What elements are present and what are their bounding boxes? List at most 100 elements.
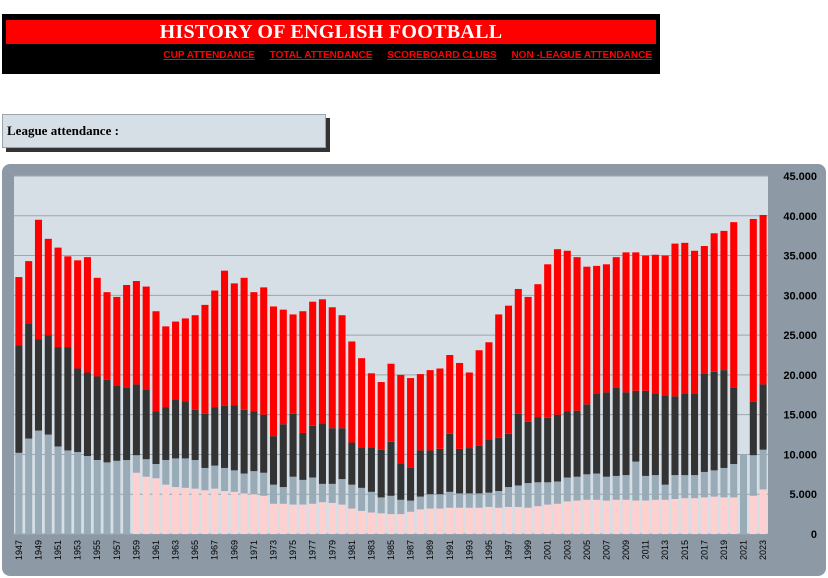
bar-base-2010 — [632, 500, 640, 534]
bar-low-2012 — [651, 475, 659, 500]
bar-mid-1960 — [142, 390, 150, 460]
bar-low-1968 — [221, 467, 229, 492]
x-tick-label: 1951 — [53, 540, 63, 560]
bar-base-1961 — [152, 478, 160, 534]
bar-base-1980 — [338, 504, 346, 534]
bar-top-1972 — [260, 287, 268, 415]
bar-top-2016 — [691, 250, 699, 394]
bar-base-2003 — [563, 501, 571, 534]
bar-low-1993 — [465, 493, 473, 508]
bar-top-1996 — [495, 314, 503, 438]
bar-low-2021 — [739, 454, 748, 534]
bar-top-1968 — [221, 270, 229, 406]
bar-low-1957 — [113, 460, 121, 534]
bar-low-1961 — [152, 463, 160, 479]
bar-top-1999 — [524, 296, 532, 422]
bar-top-1987 — [407, 378, 415, 468]
bar-top-2017 — [700, 246, 708, 374]
bar-base-2008 — [612, 499, 620, 534]
bar-base-2001 — [544, 504, 552, 534]
bar-mid-1997 — [504, 433, 513, 488]
bar-low-2009 — [622, 475, 630, 500]
nav-link-total-attendance[interactable]: TOTAL ATTENDANCE — [269, 50, 373, 61]
chart-frame: 45.000 40.000 35.000 30.000 25.000 20.000 15.0… — [2, 164, 826, 576]
bar-base-2020 — [730, 497, 738, 534]
bar-base-1979 — [328, 502, 336, 534]
bar-low-1997 — [504, 487, 513, 507]
y-axis-ticks: 45.000 40.000 35.000 30.000 25.000 20.000 15.0… — [783, 171, 817, 541]
bar-top-2015 — [681, 242, 689, 394]
bar-mid-1954 — [83, 372, 91, 457]
bar-base-1996 — [495, 507, 503, 534]
bar-low-1975 — [289, 476, 297, 505]
x-tick-label: 1993 — [464, 540, 474, 560]
bar-low-1963 — [172, 458, 180, 488]
x-tick-label: 1995 — [484, 540, 494, 560]
bar-mid-1959 — [132, 384, 140, 456]
nav-link-non-league-attendance[interactable]: NON -LEAGUE ATTENDANCE — [511, 50, 652, 61]
x-tick-label: 1957 — [112, 540, 122, 560]
bar-top-1969 — [230, 283, 238, 406]
bar-mid-1999 — [524, 421, 532, 484]
bar-low-1953 — [74, 452, 82, 534]
bar-mid-1982 — [358, 447, 366, 488]
bar-top-2002 — [553, 249, 561, 415]
nav-link-scoreboard-clubs[interactable]: SCOREBOARD CLUBS — [387, 50, 497, 61]
bar-top-1988 — [416, 374, 424, 451]
bar-low-1999 — [524, 483, 532, 508]
bar-top-2006 — [593, 265, 601, 394]
bar-low-1967 — [211, 465, 219, 489]
bar-mid-1973 — [269, 436, 278, 485]
bar-low-1960 — [142, 459, 150, 477]
bar-top-1964 — [181, 318, 189, 402]
x-tick-label: 1959 — [131, 540, 141, 560]
bar-base-2011 — [642, 500, 650, 534]
bar-top-1967 — [211, 290, 219, 408]
nav-link-cup-attendance[interactable]: CUP ATTENDANCE — [163, 50, 255, 61]
bars — [15, 214, 767, 534]
bar-base-1975 — [289, 504, 297, 534]
bar-top-2020 — [730, 222, 738, 388]
x-tick-label: 1975 — [288, 540, 298, 560]
bar-top-1976 — [299, 311, 307, 433]
bar-low-1977 — [309, 477, 317, 504]
bar-low-2015 — [681, 475, 689, 499]
bar-base-1965 — [191, 488, 199, 534]
bar-mid-1961 — [152, 411, 160, 464]
x-tick-label: 2003 — [562, 540, 572, 560]
bar-low-1994 — [475, 493, 483, 508]
bar-low-1976 — [299, 479, 307, 505]
x-tick-label: 1965 — [190, 540, 200, 560]
bar-base-1992 — [456, 507, 464, 534]
x-tick-label: 1963 — [171, 540, 181, 560]
bar-low-1966 — [201, 467, 209, 491]
bar-top-2004 — [573, 257, 581, 411]
bar-mid-2020 — [730, 387, 738, 464]
bar-mid-1977 — [309, 425, 317, 478]
bar-mid-2002 — [553, 414, 561, 482]
bar-top-1963 — [172, 321, 180, 400]
bar-base-2002 — [553, 503, 561, 534]
bar-mid-1956 — [103, 379, 111, 463]
bar-low-1984 — [377, 497, 385, 514]
bar-mid-1993 — [465, 448, 473, 494]
bar-top-2003 — [563, 250, 571, 412]
x-tick-label: 2009 — [621, 540, 631, 560]
bar-base-1969 — [230, 491, 238, 534]
bar-top-1965 — [191, 315, 199, 410]
bar-base-1991 — [446, 507, 454, 534]
bar-mid-1986 — [397, 463, 405, 500]
bar-base-2004 — [573, 500, 581, 534]
top-nav: CUP ATTENDANCE TOTAL ATTENDANCE SCOREBOA… — [2, 50, 652, 61]
bar-base-2006 — [593, 499, 601, 534]
bar-top-1991 — [446, 355, 454, 434]
bar-base-1982 — [358, 510, 366, 534]
bar-base-1972 — [260, 495, 268, 534]
bar-mid-1981 — [348, 442, 356, 485]
bar-top-1983 — [367, 373, 375, 448]
bar-top-1954 — [83, 257, 91, 373]
bar-base-1976 — [299, 504, 307, 534]
bar-base-1971 — [250, 494, 258, 534]
bar-top-1971 — [250, 292, 258, 412]
x-tick-label: 2015 — [680, 540, 690, 560]
